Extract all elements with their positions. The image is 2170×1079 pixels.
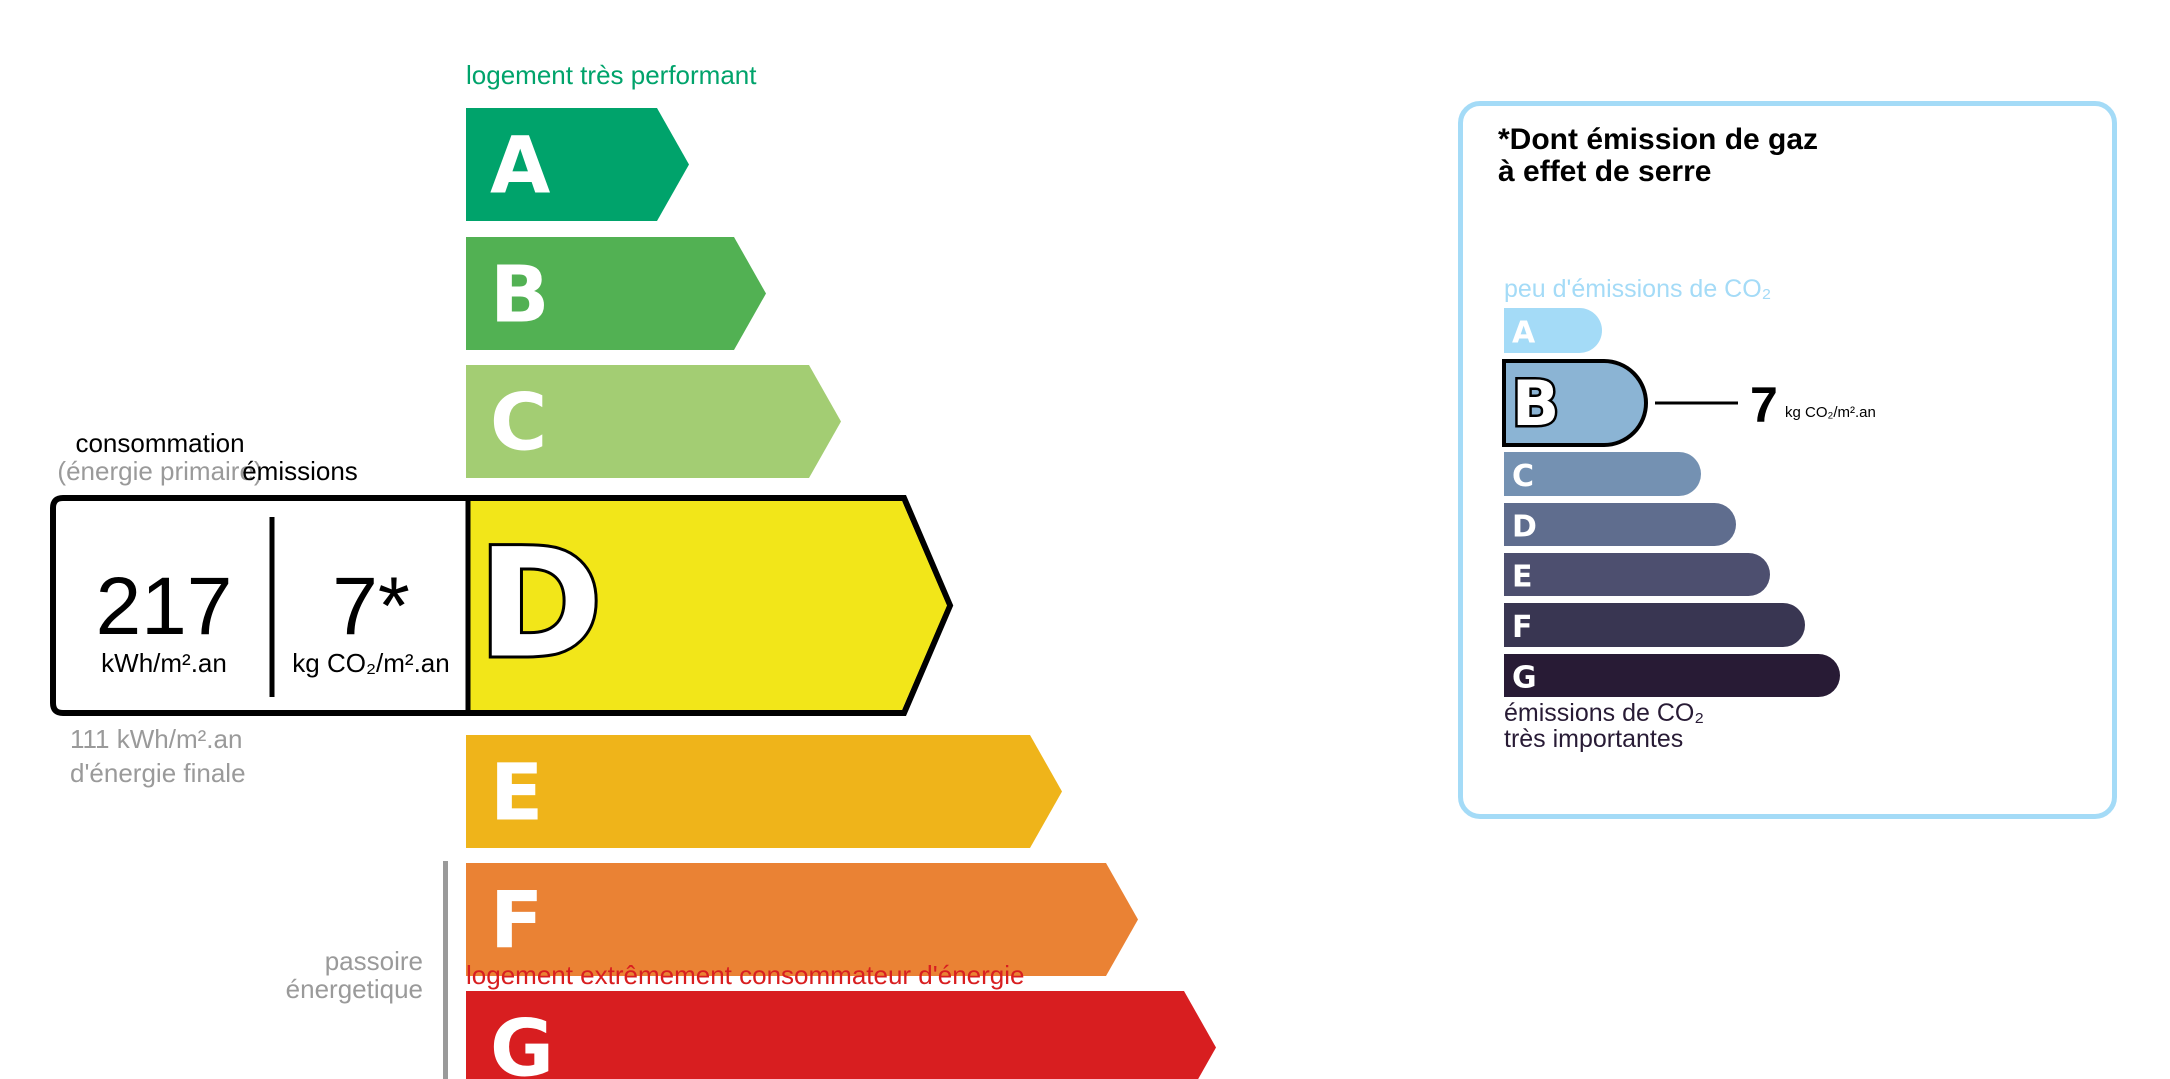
ges-bar (1504, 553, 1771, 596)
ges-class-A: A (1504, 308, 1603, 353)
energy-class-B: B (466, 237, 766, 350)
energy-bar (468, 501, 947, 710)
energy-class-E: E (466, 735, 1062, 848)
ges-bar-letter: B (1512, 367, 1559, 440)
ges-value: 7 (1750, 377, 1778, 433)
passoire-line1: passoire (324, 946, 423, 976)
ges-bar-letter: C (1512, 459, 1534, 494)
ges-bar-letter: G (1512, 661, 1537, 696)
energy-class-A: A (466, 108, 689, 221)
bottom-label: logement extrêmement consommateur d'éner… (466, 960, 1025, 990)
ges-unit: kg CO₂/m².an (1785, 404, 1876, 421)
ges-class-B: B (1502, 359, 1738, 447)
energy-bar (466, 108, 689, 221)
ges-title: *Dont émission de gaz à effet de serre (1498, 124, 1818, 188)
energy-class-D: D (50, 495, 954, 716)
ges-bar (1504, 503, 1736, 546)
energy-bar-letter: C (490, 379, 547, 469)
ges-top-label: peu d'émissions de CO₂ (1504, 275, 1772, 303)
energy-bar (466, 735, 1062, 848)
final-energy-label: d'énergie finale (70, 758, 246, 788)
ges-title-line2: à effet de serre (1498, 155, 1712, 188)
ges-title-line1: *Dont émission de gaz (1498, 123, 1819, 156)
ges-bar (1504, 452, 1701, 496)
energy-bar (466, 237, 766, 350)
ges-panel (1458, 101, 2117, 819)
energy-bar-letter: A (490, 122, 550, 212)
ges-bar-letter: F (1512, 610, 1533, 645)
emissions-value: 7* (332, 561, 410, 652)
energy-bar-letter: B (490, 251, 549, 341)
ges-class-C: C (1504, 452, 1701, 496)
energy-bar (466, 863, 1138, 976)
ges-bottom-label: émissions de CO₂ très importantes (1504, 700, 1704, 752)
ges-bar (1504, 308, 1603, 353)
energy-bar (466, 991, 1216, 1079)
energy-bar-letter: E (490, 749, 543, 839)
consumption-sub: (énergie primaire) (57, 456, 263, 486)
ges-bar-letter: E (1512, 560, 1533, 595)
energy-bar-letter: D (478, 518, 603, 692)
emissions-label: émissions (242, 456, 358, 486)
ges-bottom-line1: émissions de CO₂ (1504, 699, 1705, 727)
energy-bar-letter: F (490, 877, 543, 967)
ges-class-E: E (1504, 553, 1771, 596)
consumption-value: 217 (95, 561, 233, 652)
ges-bar (1504, 654, 1840, 697)
final-energy-value: 111 kWh/m².an (70, 724, 243, 754)
ges-bar-letter: A (1512, 316, 1536, 351)
ges-bar-letter: D (1512, 510, 1537, 545)
consumption-unit: kWh/m².an (101, 648, 227, 678)
ges-class-F: F (1504, 603, 1805, 647)
ges-class-D: D (1504, 503, 1736, 546)
passoire-bracket (443, 861, 448, 1079)
ges-bar (1502, 359, 1648, 447)
emissions-unit: kg CO₂/m².an (292, 648, 450, 678)
ges-class-G: G (1504, 654, 1840, 697)
energy-class-F: F (466, 863, 1138, 976)
energy-class-G: G (466, 991, 1216, 1079)
energy-class-C: C (466, 365, 841, 478)
energy-bar (466, 365, 841, 478)
consumption-label: consommation (75, 428, 245, 458)
passoire-line2: énergetique (285, 974, 423, 1004)
ges-bottom-line2: très importantes (1504, 725, 1684, 753)
ges-bar (1504, 603, 1805, 647)
energy-bar-letter: G (490, 1005, 554, 1079)
top-label: logement très performant (466, 60, 757, 90)
